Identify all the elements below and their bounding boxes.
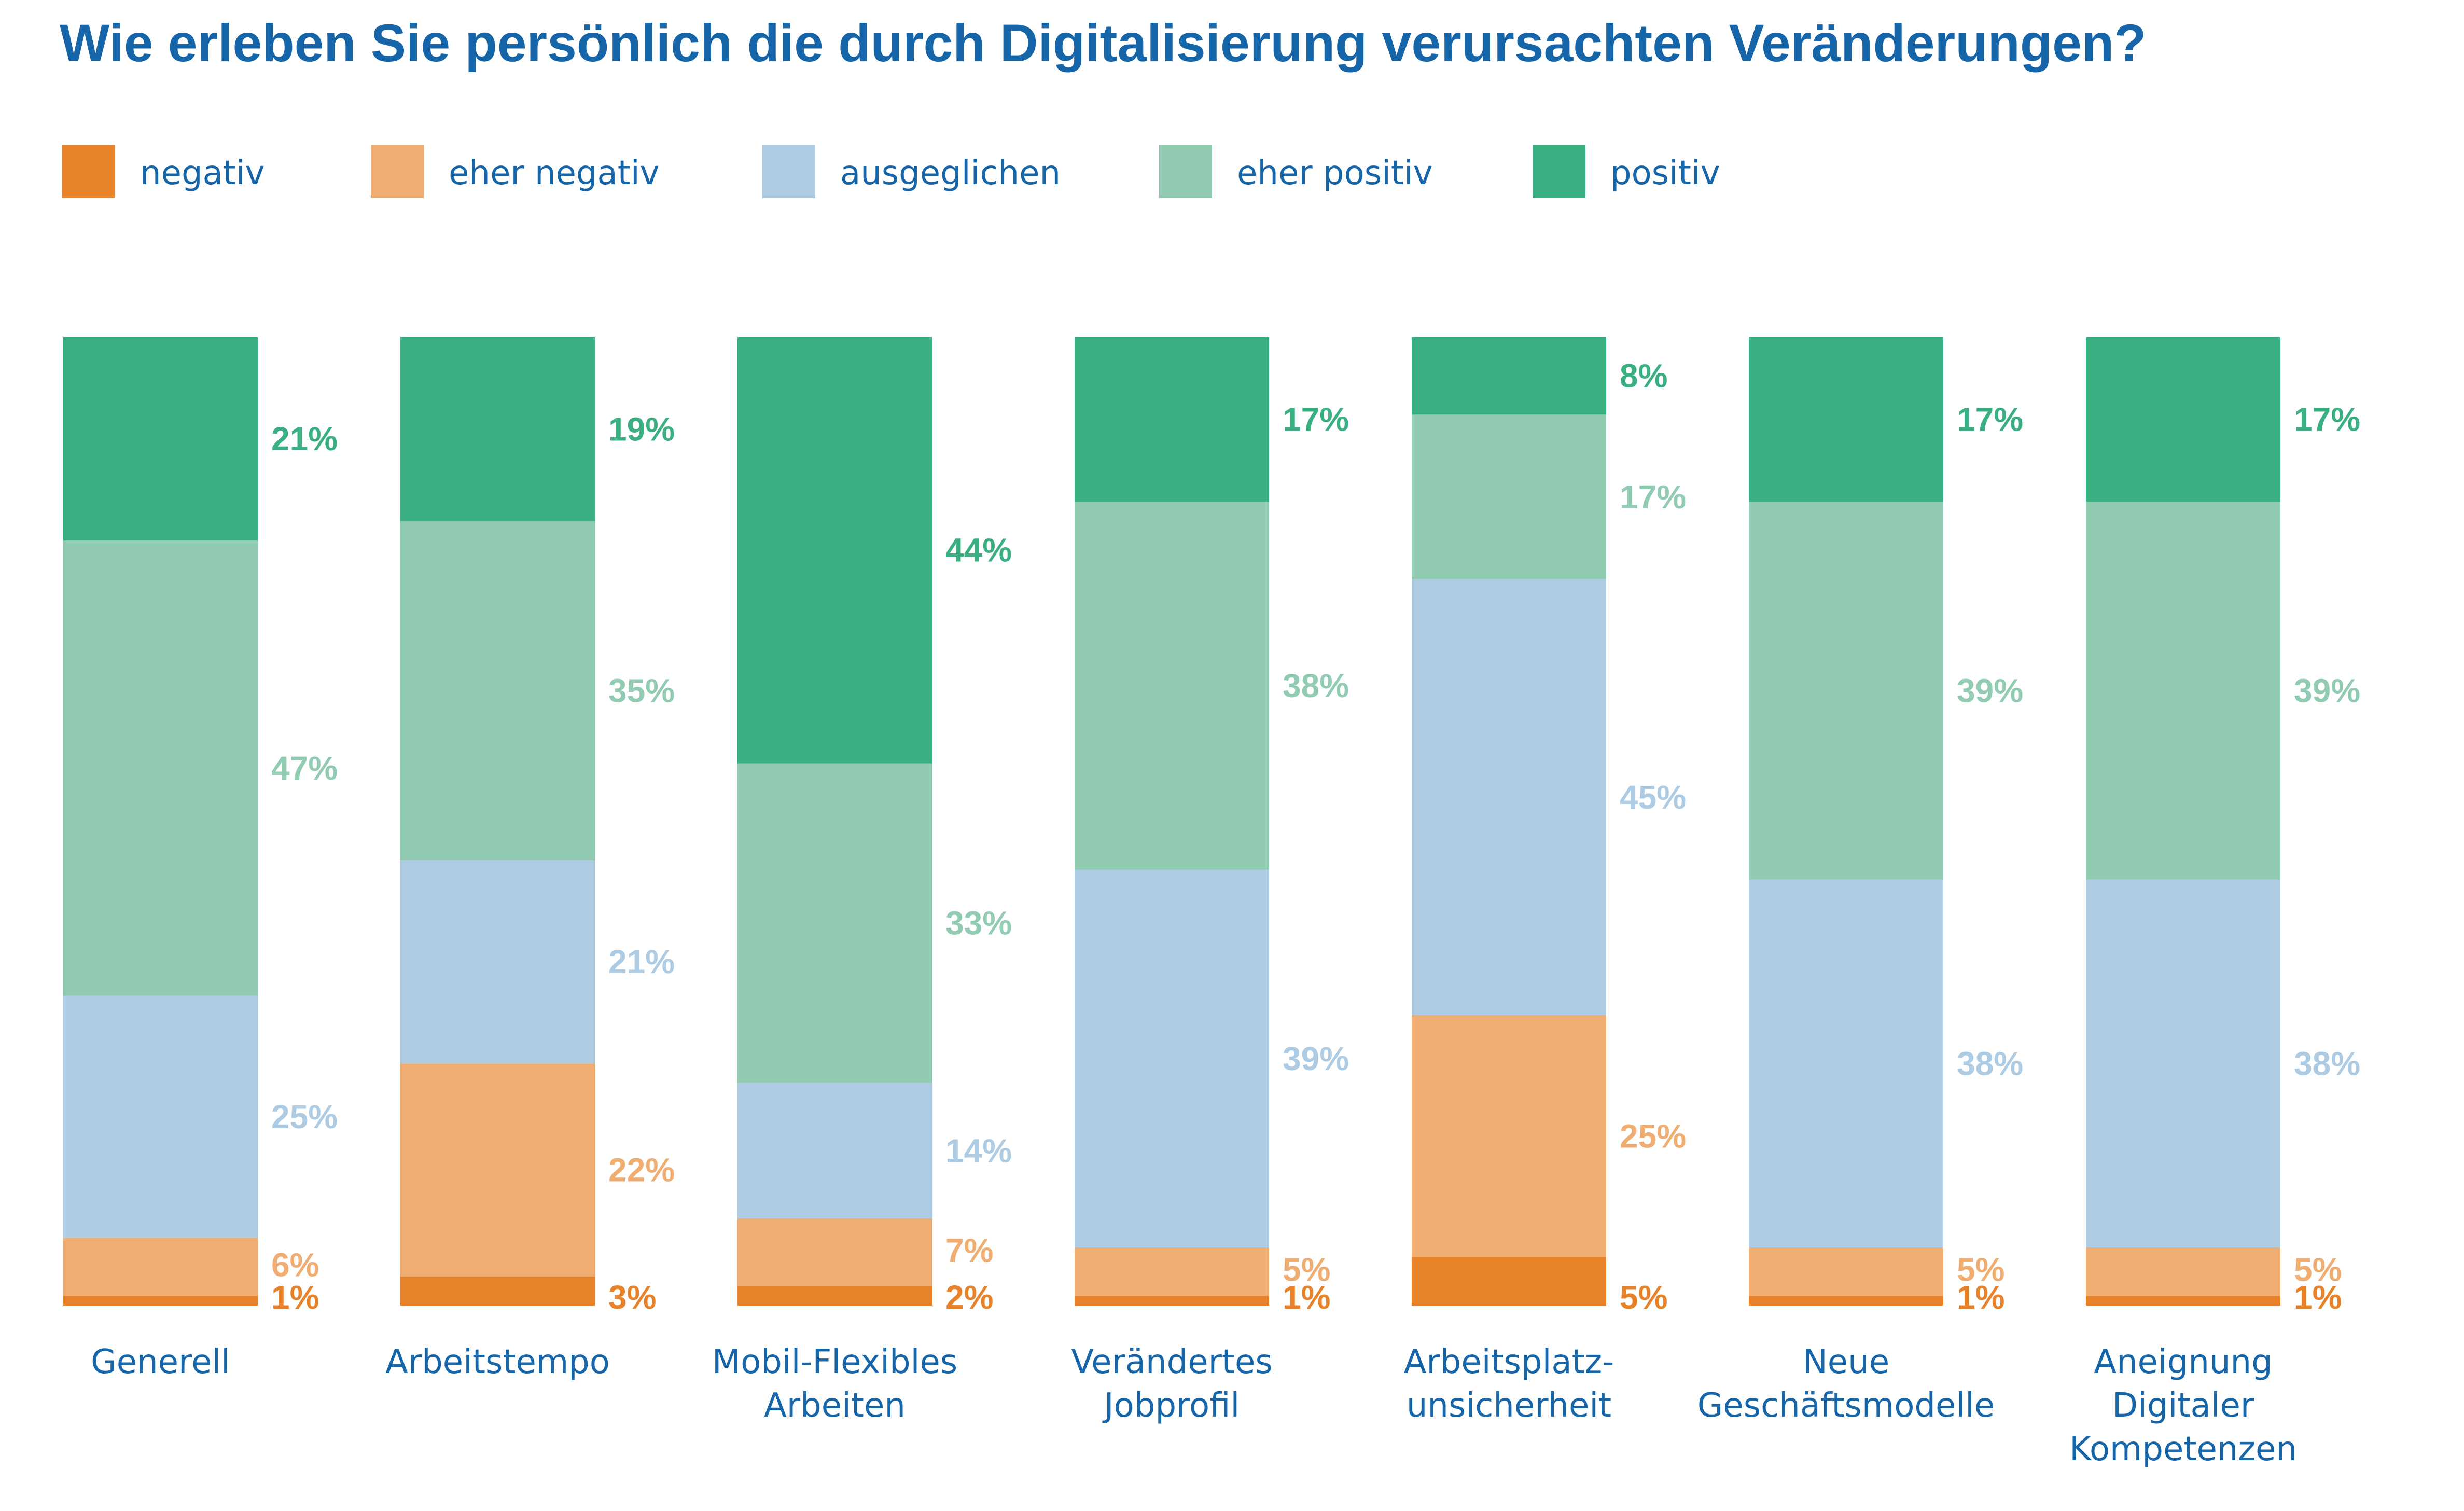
- category-label: Aneignung: [2094, 1343, 2272, 1381]
- category-label: Kompetenzen: [2069, 1430, 2297, 1468]
- data-label-eher_positiv: 47%: [271, 750, 338, 787]
- category-label: Arbeitsplatz-: [1404, 1343, 1614, 1381]
- legend-label-eher_negativ: eher negativ: [449, 154, 660, 192]
- bar-segment-negativ: [63, 1296, 258, 1306]
- category-label: Generell: [91, 1343, 230, 1381]
- bar-segment-negativ: [1749, 1296, 1943, 1306]
- bar-segment-negativ: [737, 1286, 932, 1306]
- data-label-eher_negativ: 7%: [945, 1231, 994, 1269]
- category-label: Neue: [1803, 1343, 1889, 1381]
- data-label-negativ: 1%: [1957, 1279, 2005, 1316]
- bar-segment-positiv: [1075, 337, 1269, 502]
- bar-segment-positiv: [737, 337, 932, 764]
- data-label-negativ: 2%: [945, 1279, 994, 1316]
- data-label-eher_positiv: 33%: [945, 905, 1012, 942]
- data-label-eher_positiv: 39%: [1957, 672, 2023, 709]
- data-label-eher_negativ: 25%: [1620, 1117, 1686, 1155]
- category-label: Verändertes: [1071, 1343, 1272, 1381]
- data-label-ausgeglichen: 14%: [945, 1132, 1012, 1169]
- bar-segment-ausgeglichen: [1412, 579, 1606, 1015]
- legend-swatch-negativ: [62, 145, 115, 198]
- bar-segment-positiv: [1749, 337, 1943, 502]
- data-label-ausgeglichen: 21%: [608, 943, 675, 980]
- data-label-eher_negativ: 5%: [1283, 1251, 1331, 1288]
- bar-segment-eher_negativ: [737, 1218, 932, 1286]
- data-label-ausgeglichen: 39%: [1283, 1040, 1349, 1077]
- bar-segment-eher_positiv: [1412, 414, 1606, 579]
- data-label-eher_negativ: 6%: [271, 1246, 319, 1283]
- category-label: Arbeiten: [764, 1387, 906, 1425]
- bar-segment-negativ: [1075, 1296, 1269, 1306]
- bar-segment-ausgeglichen: [1075, 869, 1269, 1247]
- category-label: Arbeitstempo: [385, 1343, 610, 1381]
- category-label: Digitaler: [2112, 1387, 2254, 1425]
- data-label-eher_positiv: 39%: [2294, 672, 2360, 709]
- bar-segment-eher_positiv: [400, 521, 595, 861]
- bar-segment-eher_negativ: [400, 1063, 595, 1277]
- category-label: Geschäftsmodelle: [1697, 1387, 1995, 1425]
- chart-title: Wie erleben Sie persönlich die durch Dig…: [60, 13, 2146, 73]
- bar-segment-eher_negativ: [2086, 1247, 2280, 1296]
- category-label: unsicherheit: [1407, 1387, 1611, 1425]
- legend-swatch-positiv: [1533, 145, 1585, 198]
- bar-segment-eher_negativ: [63, 1238, 258, 1296]
- data-label-ausgeglichen: 25%: [271, 1098, 338, 1135]
- bar-segment-eher_negativ: [1412, 1015, 1606, 1257]
- data-label-eher_positiv: 35%: [608, 672, 675, 709]
- data-label-eher_negativ: 22%: [608, 1152, 675, 1189]
- bars: [63, 337, 2280, 1306]
- category-labels: Generell Arbeitstempo Mobil-Flexibles Arbei…: [91, 1343, 2297, 1468]
- legend-swatch-eher_negativ: [371, 145, 424, 198]
- data-label-positiv: 17%: [1283, 401, 1349, 438]
- bar-segment-negativ: [1412, 1257, 1606, 1306]
- legend-swatch-eher_positiv: [1159, 145, 1212, 198]
- data-label-ausgeglichen: 38%: [1957, 1045, 2023, 1082]
- bar-segment-ausgeglichen: [737, 1083, 932, 1218]
- data-label-positiv: 17%: [1957, 401, 2023, 438]
- bar-segment-positiv: [400, 337, 595, 521]
- bar-segment-eher_negativ: [1075, 1247, 1269, 1296]
- category-label: Jobprofil: [1102, 1387, 1240, 1425]
- data-label-negativ: 5%: [1620, 1279, 1668, 1316]
- data-label-negativ: 1%: [2294, 1279, 2342, 1316]
- data-label-positiv: 21%: [271, 420, 338, 458]
- bar-segment-eher_negativ: [1749, 1247, 1943, 1296]
- bar-segment-negativ: [2086, 1296, 2280, 1306]
- bar-segment-eher_positiv: [2086, 502, 2280, 880]
- legend-swatch-ausgeglichen: [762, 145, 815, 198]
- data-label-ausgeglichen: 45%: [1620, 779, 1686, 816]
- category-label: Mobil-Flexibles: [712, 1343, 957, 1381]
- data-label-eher_negativ: 5%: [2294, 1251, 2342, 1288]
- legend-label-ausgeglichen: ausgeglichen: [840, 154, 1061, 192]
- bar-segment-ausgeglichen: [1749, 879, 1943, 1247]
- data-label-ausgeglichen: 38%: [2294, 1045, 2360, 1082]
- data-label-positiv: 8%: [1620, 357, 1668, 395]
- bar-segment-ausgeglichen: [400, 860, 595, 1064]
- data-label-positiv: 19%: [608, 410, 675, 448]
- data-label-positiv: 17%: [2294, 401, 2360, 438]
- legend-label-negativ: negativ: [140, 154, 265, 192]
- bar-segment-ausgeglichen: [63, 995, 258, 1238]
- bar-segment-negativ: [400, 1276, 595, 1306]
- bar-labels: 1%6%25%47%21%3%22%21%35%19%2%7%14%33%44%…: [271, 357, 2360, 1316]
- legend-label-eher_positiv: eher positiv: [1237, 154, 1433, 192]
- bar-segment-ausgeglichen: [2086, 879, 2280, 1247]
- legend-label-positiv: positiv: [1610, 154, 1720, 192]
- legend: negativ eher negativ ausgeglichen eher posi…: [62, 145, 1720, 198]
- data-label-eher_negativ: 5%: [1957, 1251, 2005, 1288]
- bar-segment-eher_positiv: [63, 540, 258, 996]
- data-label-negativ: 3%: [608, 1279, 657, 1316]
- bar-segment-positiv: [63, 337, 258, 541]
- data-label-negativ: 1%: [1283, 1279, 1331, 1316]
- bar-segment-eher_positiv: [737, 763, 932, 1083]
- data-label-negativ: 1%: [271, 1279, 319, 1316]
- bar-segment-positiv: [1412, 337, 1606, 415]
- bar-segment-eher_positiv: [1749, 502, 1943, 880]
- bar-segment-eher_positiv: [1075, 502, 1269, 870]
- data-label-positiv: 44%: [945, 532, 1012, 569]
- data-label-eher_positiv: 17%: [1620, 478, 1686, 516]
- data-label-eher_positiv: 38%: [1283, 667, 1349, 704]
- bar-segment-positiv: [2086, 337, 2280, 502]
